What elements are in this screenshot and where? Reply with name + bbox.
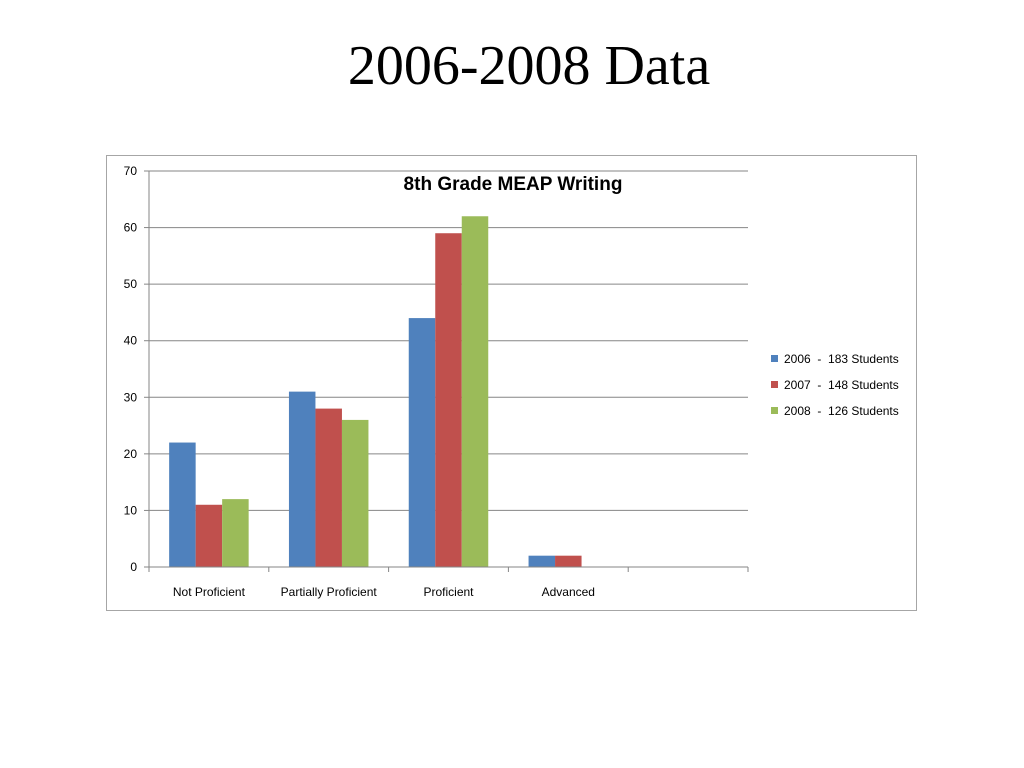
bar-0-series-1 (195, 504, 223, 567)
bar-1-series-0 (288, 391, 316, 567)
axes: 0 10 20 30 40 50 60 70 Not Proficient Partially P… (124, 164, 749, 599)
y-tick-label: 10 (124, 503, 138, 517)
bar-3-series-0 (528, 555, 556, 567)
chart-area: 8th Grade MEAP Writing 0 10 20 30 40 50 60 70 No… (106, 155, 917, 611)
slide-title: 2006-2008 Data (347, 35, 711, 97)
bar-chart: 8th Grade MEAP Writing 0 10 20 30 40 50 60 70 No… (124, 164, 899, 599)
legend-label: 2007 - 148 Students (784, 378, 899, 392)
x-tick-label: Not Proficient (173, 585, 246, 599)
y-tick-label: 50 (124, 277, 138, 291)
legend-label: 2006 - 183 Students (784, 352, 899, 366)
x-tick-label: Advanced (542, 585, 595, 599)
bar-0-series-2 (222, 499, 249, 567)
bar-2-series-2 (461, 216, 489, 567)
bar-1-series-2 (341, 419, 369, 567)
x-tick-label: Partially Proficient (281, 585, 378, 599)
y-tick-label: 0 (130, 560, 137, 574)
bar-2-series-1 (435, 233, 462, 567)
y-tick-label: 30 (124, 390, 138, 404)
legend-swatch (771, 407, 778, 414)
bar-2-series-0 (408, 318, 436, 567)
legend-swatch (771, 355, 778, 362)
bar-0-series-0 (169, 442, 196, 567)
legend-swatch (771, 381, 778, 388)
chart-title: 8th Grade MEAP Writing (404, 174, 623, 195)
bar-3-series-1 (555, 555, 582, 567)
bar-1-series-1 (315, 408, 342, 567)
bars (169, 216, 582, 567)
x-tick-label: Proficient (423, 585, 474, 599)
legend: 2006 - 183 Students 2007 - 148 Students 20… (771, 352, 899, 418)
y-tick-label: 40 (124, 334, 138, 348)
legend-label: 2008 - 126 Students (784, 404, 899, 418)
y-tick-label: 60 (124, 221, 138, 235)
y-tick-label: 20 (124, 447, 138, 461)
y-tick-label: 70 (124, 164, 138, 178)
